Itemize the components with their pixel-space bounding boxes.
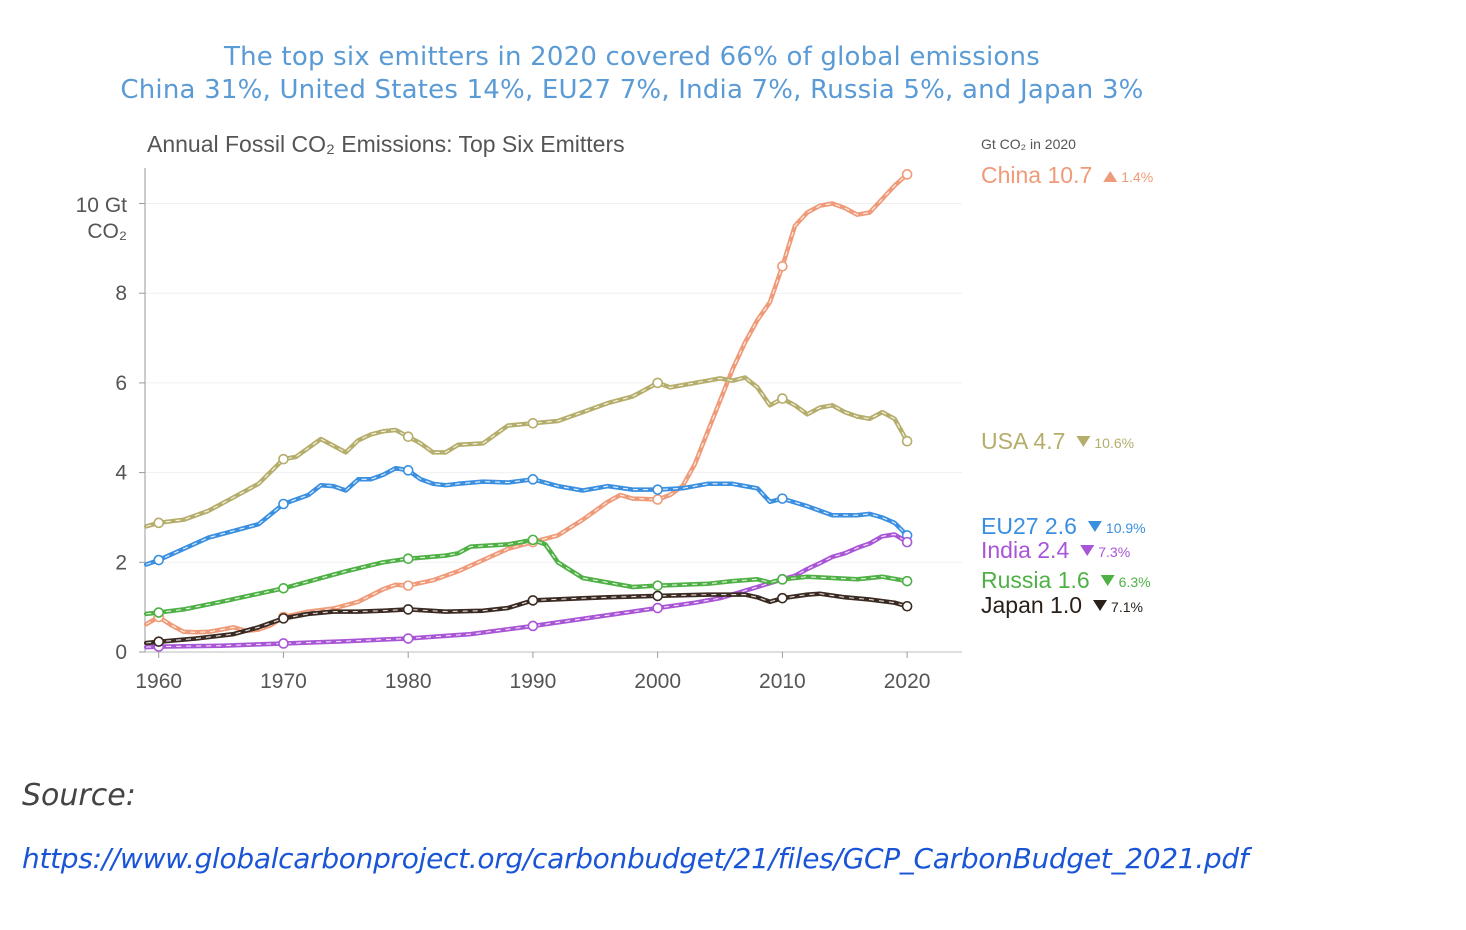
data-point-japan	[153, 636, 165, 647]
data-point-japan	[527, 595, 539, 606]
x-tick-label: 1990	[510, 670, 557, 693]
legend-arrow-down-icon	[1093, 600, 1108, 611]
legend-arrow-down-icon	[1080, 545, 1095, 556]
data-point-russia	[527, 534, 539, 546]
data-point-india	[278, 638, 289, 649]
data-point-japan	[402, 604, 414, 615]
legend-arrow-down-icon	[1076, 436, 1091, 447]
data-point-usa	[527, 417, 539, 429]
y-tick-label: 0	[115, 641, 127, 664]
legend-change-india: 7.3%	[1098, 544, 1130, 560]
legend-label-japan: Japan 1.0	[981, 592, 1082, 618]
data-point-russia	[402, 553, 414, 565]
y-tick-label: 2	[115, 551, 127, 574]
data-point-usa	[652, 377, 663, 389]
legend-arrow-down-icon	[1100, 575, 1115, 586]
data-point-china	[901, 169, 913, 180]
gridlines	[145, 203, 962, 653]
data-point-russia	[652, 580, 663, 591]
data-point-eu27	[652, 484, 663, 495]
data-point-china	[402, 580, 414, 591]
data-point-japan	[777, 592, 788, 604]
data-point-usa	[901, 435, 913, 447]
chart-title: Annual Fossil CO₂ Emissions: Top Six Emi…	[147, 131, 625, 157]
data-point-india	[527, 620, 539, 632]
legend-change-china: 1.4%	[1121, 169, 1153, 185]
data-point-usa	[153, 517, 165, 529]
legend-arrow-down-icon	[1087, 521, 1102, 532]
legend-arrow-up-icon	[1103, 171, 1118, 182]
emissions-line-chart: Annual Fossil CO₂ Emissions: Top Six Emi…	[76, 131, 1154, 693]
data-point-eu27	[278, 498, 289, 510]
legend-change-eu27: 10.9%	[1106, 520, 1146, 536]
source-label: Source:	[22, 778, 136, 813]
data-point-china	[777, 260, 788, 272]
data-point-japan	[901, 600, 913, 612]
legend-label-usa: USA 4.7	[981, 428, 1065, 454]
data-point-india	[901, 536, 913, 548]
legend-change-russia: 6.3%	[1119, 574, 1151, 590]
series-dash-russia	[146, 539, 908, 615]
data-point-usa	[402, 431, 414, 443]
source-link[interactable]: https://www.globalcarbonproject.org/carb…	[22, 842, 1249, 875]
headline-line-2: China 31%, United States 14%, EU27 7%, I…	[120, 75, 1144, 105]
y-tick-label: 6	[115, 372, 127, 395]
data-point-china	[652, 494, 663, 505]
data-point-japan	[652, 590, 663, 602]
legend-header: Gt CO₂ in 2020	[981, 136, 1076, 152]
legend-label-china: China 10.7	[981, 162, 1092, 188]
data-point-india	[402, 633, 414, 644]
data-point-eu27	[777, 493, 788, 504]
x-tick-label: 1960	[135, 670, 182, 693]
series-dash-usa	[146, 376, 908, 527]
data-point-india	[652, 602, 663, 614]
data-point-russia	[153, 607, 165, 618]
x-tick-label: 1970	[260, 670, 307, 693]
legend-label-russia: Russia 1.6	[981, 567, 1090, 593]
x-tick-label: 1980	[385, 670, 432, 693]
y-axis-label-unit: 10 Gt	[76, 194, 128, 217]
y-tick-label: 8	[115, 282, 127, 305]
series-lines	[143, 169, 913, 652]
data-point-usa	[278, 453, 289, 465]
legend: China 10.7 1.4% USA 4.7 10.6% EU27 2.6 10.9% I…	[981, 162, 1153, 618]
x-tick-label: 2020	[884, 670, 931, 693]
data-point-russia	[901, 575, 913, 587]
series-line-japan	[143, 591, 910, 646]
data-point-russia	[777, 574, 788, 585]
data-point-eu27	[153, 554, 165, 566]
axes: 0 2 4 6 8 1960 1970 1980 1990 2000 2010 2020	[115, 168, 930, 693]
legend-label-eu27: EU27 2.6	[981, 513, 1077, 539]
headline-line-1: The top six emitters in 2020 covered 66%…	[224, 42, 1040, 72]
legend-change-usa: 10.6%	[1094, 435, 1134, 451]
legend-label-india: India 2.4	[981, 537, 1069, 563]
x-tick-label: 2010	[759, 670, 806, 693]
data-point-eu27	[402, 465, 414, 476]
x-tick-label: 2000	[634, 670, 681, 693]
data-point-usa	[777, 393, 788, 404]
y-axis-label-gas: CO₂	[87, 220, 127, 243]
data-point-russia	[278, 583, 289, 594]
legend-change-japan: 7.1%	[1111, 599, 1143, 615]
data-point-japan	[278, 613, 289, 624]
y-tick-label: 4	[115, 462, 127, 485]
data-point-eu27	[527, 474, 539, 485]
